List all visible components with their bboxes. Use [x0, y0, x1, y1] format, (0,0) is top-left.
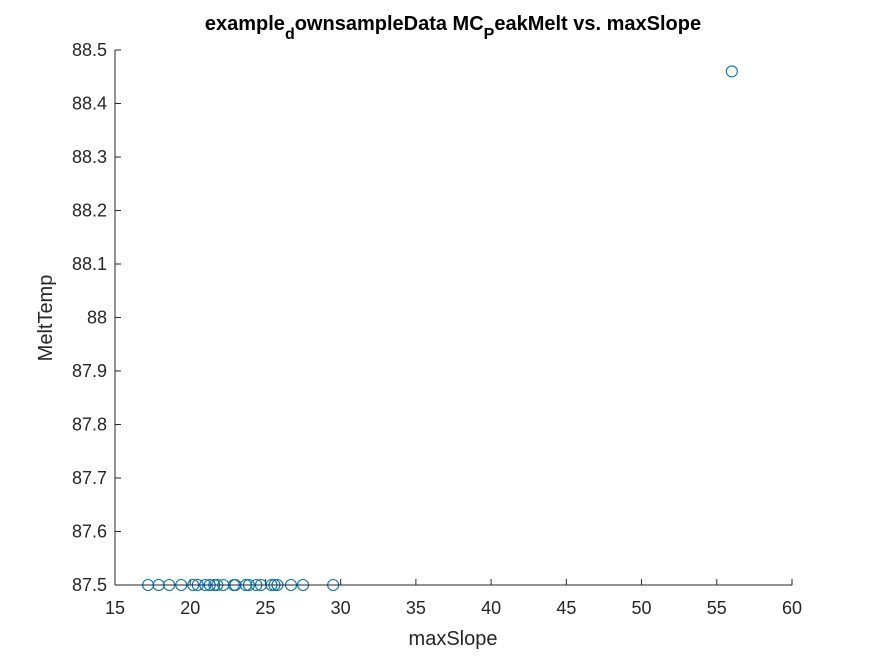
y-tick-label: 88.1 [72, 254, 107, 274]
title-part: P [484, 26, 495, 43]
x-tick-label: 40 [481, 598, 501, 618]
y-tick-label: 87.6 [72, 522, 107, 542]
x-tick-label: 50 [632, 598, 652, 618]
x-tick-label: 25 [255, 598, 275, 618]
x-tick-label: 30 [331, 598, 351, 618]
chart-title: exampledownsampleData MCPeakMelt vs. max… [205, 13, 701, 43]
title-part: example [205, 13, 285, 35]
x-tick-label: 55 [707, 598, 727, 618]
x-tick-label: 35 [406, 598, 426, 618]
x-axis-ticks: 15 20 25 30 35 40 45 50 55 60 [105, 579, 802, 618]
x-axis-label: maxSlope [409, 628, 498, 650]
y-tick-label: 87.5 [72, 575, 107, 595]
x-tick-label: 20 [180, 598, 200, 618]
y-axis-label: MeltTemp [35, 275, 57, 362]
x-tick-label: 15 [105, 598, 125, 618]
y-tick-label: 87.8 [72, 415, 107, 435]
x-tick-label: 45 [556, 598, 576, 618]
data-point [725, 65, 738, 78]
y-tick-label: 88 [87, 308, 107, 328]
title-part: d [285, 26, 295, 43]
x-tick-label: 60 [782, 598, 802, 618]
y-tick-label: 88.4 [72, 94, 107, 114]
y-tick-label: 87.7 [72, 468, 107, 488]
data-points [142, 65, 738, 592]
y-axis-ticks: 87.5 87.6 87.7 87.8 87.9 88 88.1 88.2 88.3 88.4 88… [72, 40, 121, 595]
title-part: eakMelt vs. maxSlope [494, 13, 701, 35]
y-tick-label: 88.3 [72, 147, 107, 167]
title-part: ownsampleData MC [295, 13, 484, 35]
y-tick-label: 87.9 [72, 361, 107, 381]
y-tick-label: 88.5 [72, 40, 107, 60]
y-tick-label: 88.2 [72, 201, 107, 221]
